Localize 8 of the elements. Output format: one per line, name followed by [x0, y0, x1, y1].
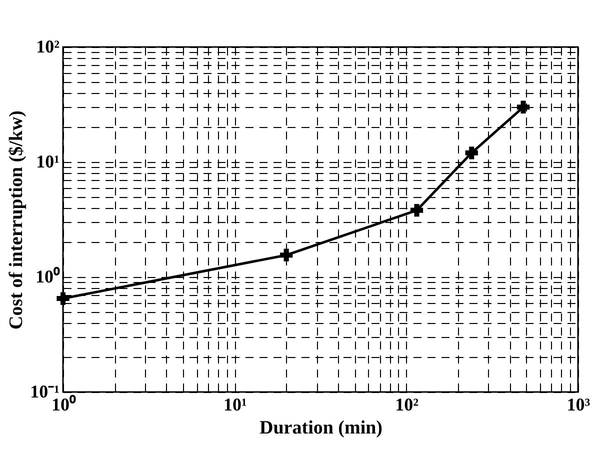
y-axis-title: Cost of interruption ($/kw): [6, 110, 28, 330]
x-tick-label: 10³: [566, 394, 591, 414]
x-tick-label: 10²: [395, 394, 419, 414]
x-tick-label: 10¹: [223, 394, 247, 414]
y-tick-label: 10²: [36, 36, 60, 56]
y-tick-label: 10⁰: [36, 266, 60, 286]
y-tick-label: 10¹: [36, 152, 60, 172]
x-axis-title: Duration (min): [260, 418, 382, 438]
